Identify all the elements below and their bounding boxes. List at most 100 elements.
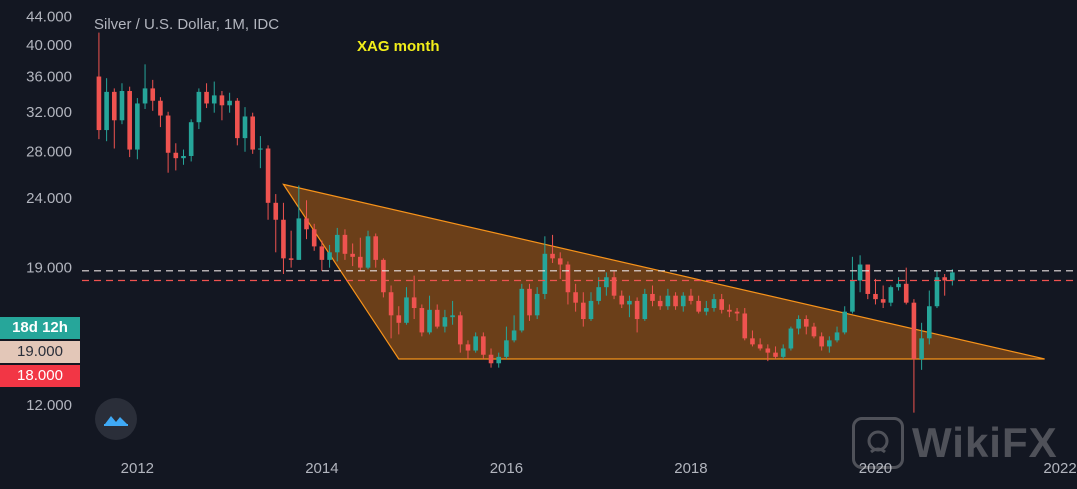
candle <box>711 293 717 312</box>
candle-body <box>350 253 355 257</box>
candle <box>773 346 778 359</box>
cloud-logo-icon[interactable] <box>95 398 137 440</box>
candle-body <box>181 155 186 159</box>
candle <box>381 258 386 298</box>
candle-body <box>450 315 455 318</box>
candle-body <box>780 348 786 357</box>
candle <box>288 230 294 268</box>
candle-body <box>419 308 425 333</box>
candle-body <box>334 234 340 253</box>
candle-body <box>734 311 740 314</box>
candle <box>550 234 555 263</box>
candle <box>127 86 132 158</box>
y-tick-label: 40.000 <box>26 37 72 54</box>
candle <box>496 352 502 368</box>
candle <box>165 111 171 173</box>
y-axis: 12.000 19.000 24.000 28.000 32.000 36.000 40.0… <box>26 9 72 415</box>
candle-body <box>219 95 225 106</box>
candle-body <box>803 319 809 327</box>
candle-body <box>642 293 648 320</box>
candle <box>919 322 924 370</box>
candle <box>665 288 671 310</box>
candle-body <box>773 352 778 357</box>
candle-body <box>381 259 386 293</box>
candle-body <box>742 313 748 339</box>
candle <box>611 270 617 300</box>
candle <box>319 240 325 271</box>
candle-body <box>719 299 724 310</box>
candle <box>811 322 817 339</box>
candle-body <box>119 91 125 121</box>
y-tick-label: 19.000 <box>26 260 72 277</box>
candle-body <box>250 116 255 150</box>
candle <box>596 277 601 305</box>
candle <box>581 292 586 327</box>
candle-body <box>358 256 363 268</box>
candle-body <box>465 344 471 351</box>
candle-body <box>427 309 432 333</box>
candle-body <box>273 202 279 220</box>
candle-body <box>811 326 817 337</box>
y-tick-label: 36.000 <box>26 69 72 86</box>
candle <box>850 256 855 314</box>
candle-body <box>673 295 678 307</box>
candle-body <box>757 344 763 349</box>
candle-body <box>604 277 609 288</box>
candle-body <box>211 95 217 104</box>
candle-body <box>581 302 586 320</box>
candle <box>404 287 409 325</box>
candle-body <box>473 336 478 351</box>
candle <box>696 295 701 314</box>
candle <box>534 287 540 320</box>
candle <box>350 243 355 267</box>
candle <box>188 119 194 162</box>
candle <box>473 332 478 353</box>
candle <box>896 277 901 291</box>
candle <box>704 300 709 316</box>
x-tick-label: 2016 <box>490 460 523 477</box>
candle <box>819 332 824 351</box>
candle-body <box>704 308 709 312</box>
candle-body <box>227 100 232 106</box>
chart-annotation: XAG month <box>357 38 440 55</box>
candle-body <box>650 293 655 301</box>
candle-body <box>258 148 263 150</box>
candle-body <box>596 287 601 301</box>
candle <box>688 288 694 305</box>
candle-body <box>173 152 179 159</box>
candle <box>235 98 240 146</box>
candle <box>311 223 317 251</box>
candle <box>880 285 886 309</box>
y-tick-label: 32.000 <box>26 104 72 121</box>
candle-body <box>204 91 209 104</box>
candle <box>796 315 801 335</box>
candle-body <box>665 295 671 307</box>
candle-body <box>388 292 394 316</box>
candle-body <box>96 76 102 131</box>
candle-body <box>934 277 940 307</box>
candle <box>657 295 663 310</box>
candle <box>565 261 571 305</box>
candle <box>619 290 625 309</box>
candle <box>258 136 263 169</box>
candle-body <box>396 315 402 323</box>
candle-body <box>634 300 640 320</box>
candle-body <box>542 253 548 294</box>
candle <box>181 149 186 165</box>
candle <box>857 255 863 293</box>
chart-title: Silver / U.S. Dollar, 1M, IDC <box>94 16 280 33</box>
candle <box>803 315 809 335</box>
candle <box>388 285 394 339</box>
candle-body <box>903 283 909 303</box>
candle <box>734 308 740 321</box>
triangle-pattern[interactable] <box>282 183 1045 360</box>
candle <box>865 264 871 300</box>
candle-body <box>265 148 271 203</box>
candle <box>742 308 748 341</box>
candle-body <box>627 300 632 305</box>
candle-body <box>104 91 109 131</box>
reference-lines <box>82 270 1077 282</box>
candle-body <box>457 315 463 345</box>
y-tick-label: 24.000 <box>26 190 72 207</box>
